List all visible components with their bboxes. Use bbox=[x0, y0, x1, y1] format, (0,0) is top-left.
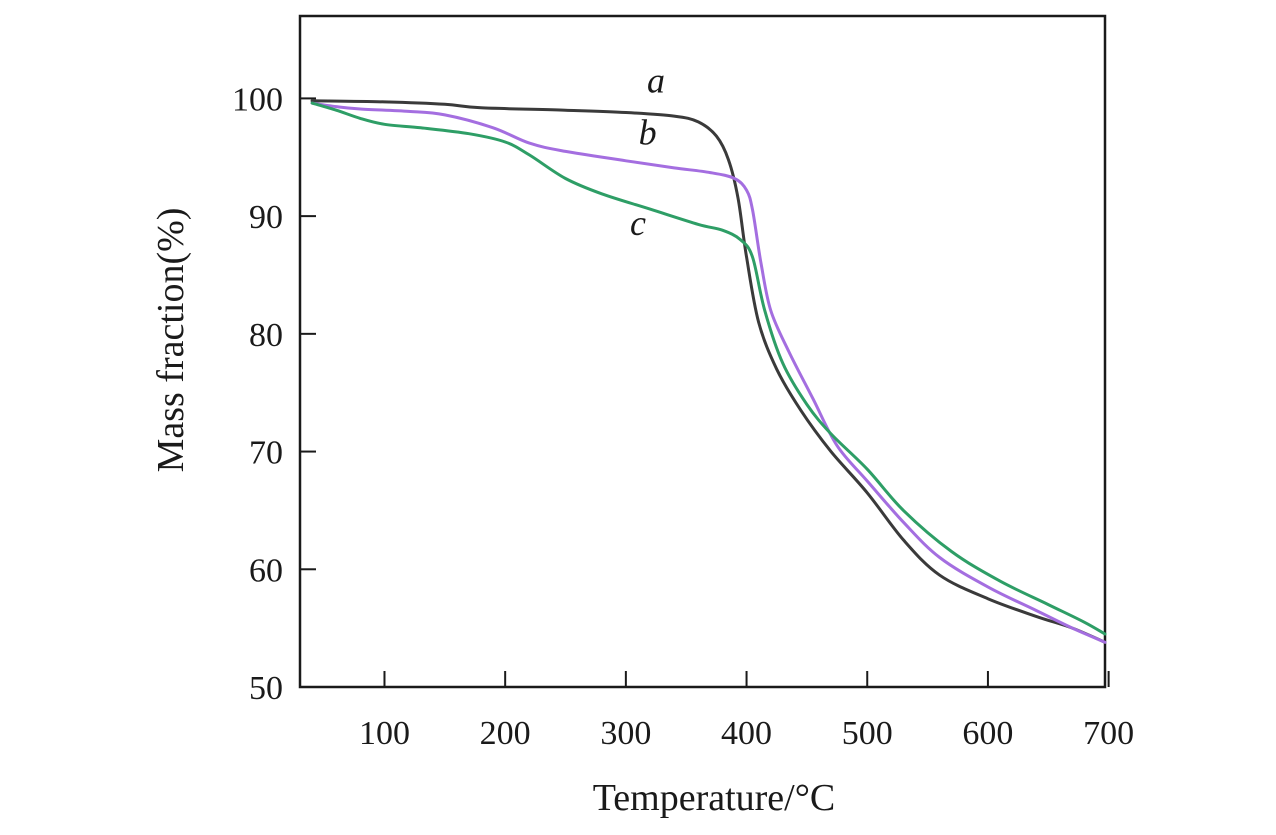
series-label-c: c bbox=[630, 203, 646, 243]
y-tick-label: 60 bbox=[249, 552, 283, 589]
series-line-a bbox=[310, 99, 1107, 644]
axis-tick-labels: 100 200 300 400 500 600 700 50 60 70 80 90 100 bbox=[232, 81, 1134, 752]
series-line-b bbox=[310, 101, 1107, 644]
x-tick-label: 200 bbox=[480, 715, 531, 752]
x-tick-label: 100 bbox=[359, 715, 410, 752]
x-tick-label: 400 bbox=[721, 715, 772, 752]
series-lines bbox=[310, 99, 1107, 644]
x-tick-label: 700 bbox=[1083, 715, 1134, 752]
y-axis-label: Mass fraction(%) bbox=[150, 208, 192, 473]
plot-frame bbox=[298, 14, 1107, 689]
series-label-b: b bbox=[639, 112, 657, 152]
x-tick-label: 300 bbox=[600, 715, 651, 752]
axis-ticks bbox=[300, 97, 1110, 688]
y-tick-label: 50 bbox=[249, 670, 283, 707]
x-axis-label: Temperature/°C bbox=[593, 777, 836, 819]
y-tick-label: 80 bbox=[249, 317, 283, 354]
y-tick-label: 100 bbox=[232, 81, 283, 118]
x-tick-label: 600 bbox=[962, 715, 1013, 752]
y-tick-label: 90 bbox=[249, 199, 283, 236]
x-tick-label: 500 bbox=[842, 715, 893, 752]
series-label-a: a bbox=[647, 61, 665, 101]
y-tick-label: 70 bbox=[249, 435, 283, 472]
series-annotations: ab c bbox=[630, 61, 665, 243]
series-line-c bbox=[310, 101, 1107, 636]
